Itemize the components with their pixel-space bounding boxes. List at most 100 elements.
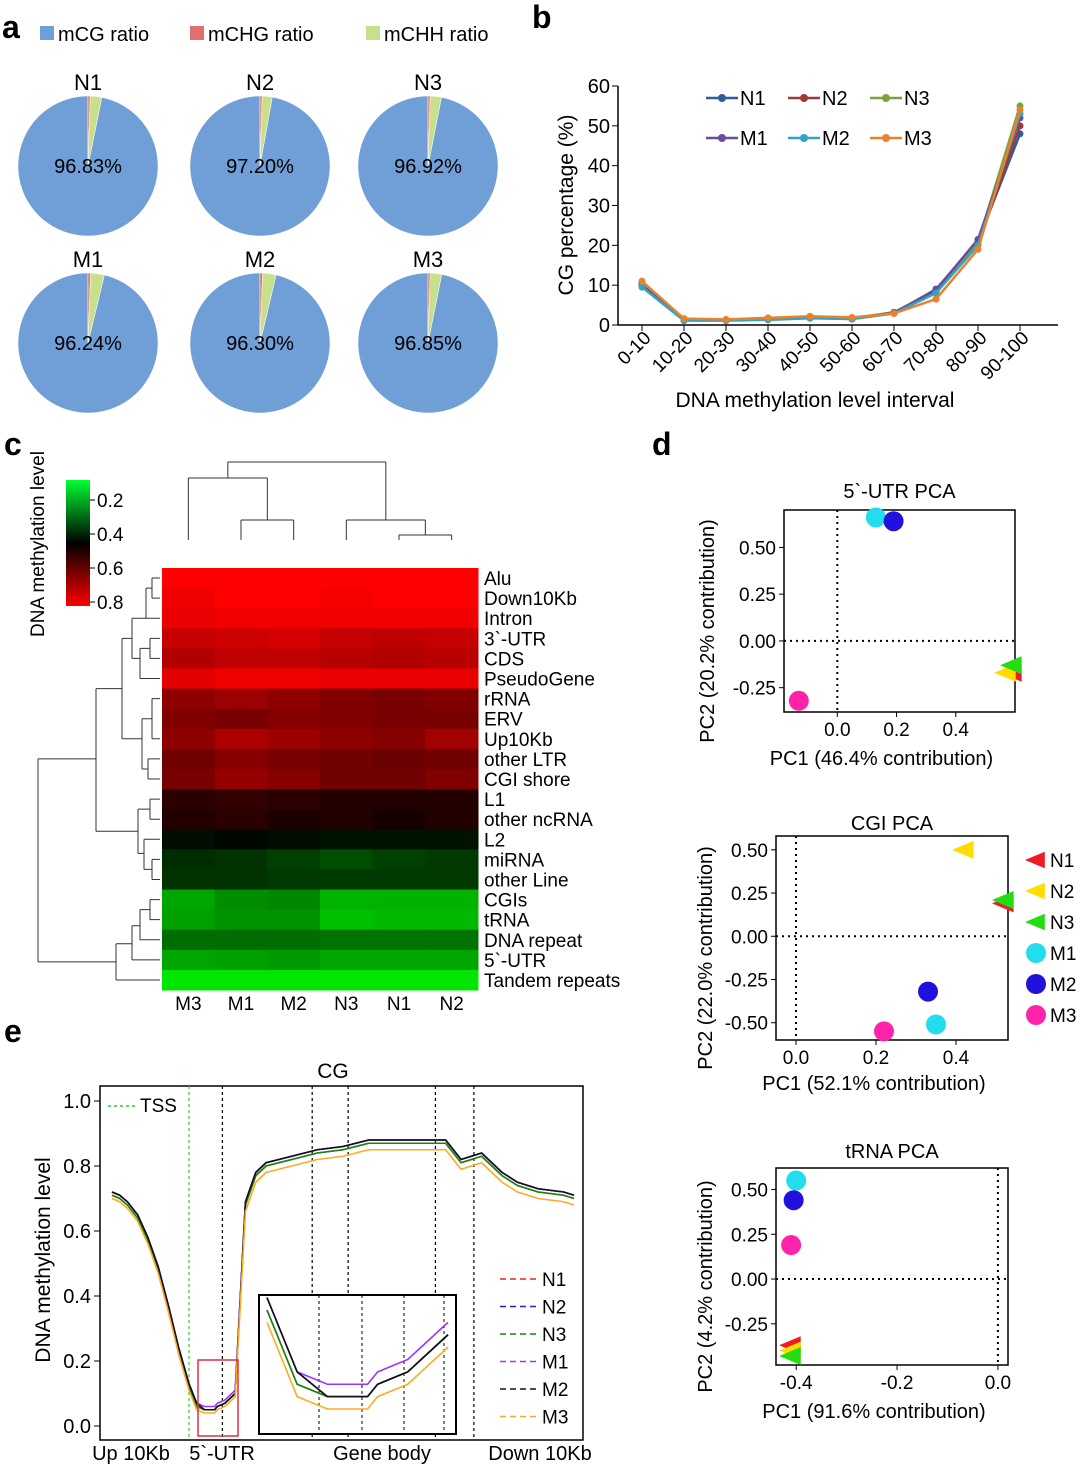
profile-y-tick-label: 0.4 <box>63 1286 91 1308</box>
pca-y-tick-label: 0.00 <box>731 1270 768 1291</box>
pie-slice <box>259 95 273 167</box>
heatmap-cell <box>267 648 321 669</box>
heatmap-cell <box>214 748 268 770</box>
pie-slice <box>427 95 442 167</box>
heatmap-cell <box>425 869 479 891</box>
legend-label-M3: M3 <box>904 128 932 150</box>
pca-legend-label-M3: M3 <box>1050 1006 1076 1027</box>
pie-legend-label: mCHG ratio <box>208 24 314 46</box>
heatmap-cell <box>162 768 216 790</box>
heatmap-cell <box>162 708 216 730</box>
heatmap-cell <box>372 809 426 830</box>
heatmap-cell <box>214 869 268 891</box>
y-tick-label: 20 <box>588 235 610 257</box>
pca-x-tick-label: 0.4 <box>943 1048 970 1069</box>
heatmap-cell <box>162 568 216 589</box>
legend-marker-M3 <box>882 134 890 142</box>
data-point-M3 <box>680 315 688 323</box>
profile-legend-label-M1: M1 <box>542 1353 568 1374</box>
heatmap-cell <box>372 969 426 991</box>
pca-x-axis-title: PC1 (91.6% contribution) <box>762 1401 985 1423</box>
heatmap-cell <box>425 949 479 971</box>
pie-value-label: 97.20% <box>226 156 294 178</box>
pie-slice <box>259 272 277 344</box>
pie-value-label: 96.92% <box>394 156 462 178</box>
row-dendrogram-branch <box>115 943 160 981</box>
profile-region-label: Gene body <box>333 1443 431 1465</box>
profile-series-M2 <box>111 1139 575 1411</box>
pca-y-axis-title: PC2 (20.2% contribution) <box>697 519 719 742</box>
column-label: M1 <box>228 994 254 1015</box>
heatmap-cell <box>267 969 321 991</box>
heatmap-cell <box>372 628 426 649</box>
heatmap-cell <box>162 608 216 629</box>
heatmap-cell <box>214 708 268 730</box>
row-label: 3`-UTR <box>484 629 546 650</box>
heatmap-cell <box>320 869 374 891</box>
heatmap-cell <box>372 648 426 669</box>
pca-point-M2 <box>783 1190 804 1211</box>
pie-slice <box>87 95 103 167</box>
heatmap-cell <box>425 688 479 710</box>
pca-legend-label-N2: N2 <box>1050 882 1074 903</box>
heatmap-cell <box>267 909 321 931</box>
heatmap-cell <box>214 809 268 830</box>
x-axis-title: DNA methylation level interval <box>676 389 955 412</box>
pie-slice <box>87 272 105 344</box>
row-dendrogram-branch <box>37 758 116 963</box>
heatmap-cell <box>162 728 216 750</box>
x-tick-label: 20-30 <box>690 328 739 377</box>
pie-legend-label: mCHH ratio <box>384 24 488 46</box>
pie-value-label: 96.24% <box>54 333 122 355</box>
heatmap-cell <box>214 728 268 750</box>
heatmap-cell <box>425 748 479 770</box>
pca-point-N2 <box>952 840 974 859</box>
heatmap-cell <box>372 588 426 609</box>
pca-x-tick-label: -0.4 <box>780 1373 813 1394</box>
column-label: M3 <box>175 994 201 1015</box>
profile-region-label: Down 10Kb <box>488 1443 591 1465</box>
data-point-M3 <box>974 245 982 253</box>
heatmap-cell <box>267 708 321 730</box>
data-point-M3 <box>1016 106 1024 114</box>
pca-title: tRNA PCA <box>845 1141 939 1163</box>
heatmap-cell <box>372 849 426 870</box>
pca-point-M3 <box>874 1021 894 1042</box>
legend-marker-N3 <box>882 94 890 102</box>
pca-y-tick-label: -0.50 <box>725 1014 768 1035</box>
heatmap-cell <box>320 809 374 830</box>
heatmap-cell <box>372 608 426 629</box>
row-dendrogram-branch <box>143 838 160 870</box>
row-label: Tandem repeats <box>484 971 620 992</box>
heatmap-cell <box>267 768 321 790</box>
heatmap-cell <box>162 909 216 931</box>
heatmap-cell <box>372 929 426 951</box>
column-label: N3 <box>334 994 358 1015</box>
pca-y-tick-label: 0.00 <box>739 632 776 653</box>
panel-d-pca-plots: 5`-UTR PCA PC1 (46.4% contribution) PC2 (2… <box>695 481 1076 1423</box>
pie-value-label: 96.85% <box>394 333 462 355</box>
column-dendrogram-branch <box>398 534 453 540</box>
pie-title: N1 <box>74 70 102 95</box>
heatmap-cell <box>214 768 268 790</box>
heatmap-cell <box>214 789 268 810</box>
row-label: other Line <box>484 870 569 891</box>
row-label: other LTR <box>484 750 567 771</box>
row-label: Alu <box>484 569 511 590</box>
heatmap-cell <box>425 628 479 649</box>
pca-plot-frame <box>783 509 1016 713</box>
row-dendrogram-branch <box>151 858 160 880</box>
legend-tick-label: 0.2 <box>97 491 123 512</box>
profile-y-axis-title: DNA methylation level <box>32 1157 55 1362</box>
heatmap-cell <box>162 688 216 710</box>
data-point-M3 <box>890 309 898 317</box>
legend-color-bar <box>66 480 90 606</box>
heatmap-cell <box>162 969 216 991</box>
panel-e-profile-chart: CG 0.0 0.2 0.4 0.6 0.8 1.0 DNA methylation leve… <box>32 1060 592 1465</box>
row-dendrogram-branch <box>131 925 160 961</box>
heatmap-cell <box>425 708 479 730</box>
heatmap-cell <box>162 869 216 891</box>
column-label: M2 <box>280 994 306 1015</box>
row-label: PseudoGene <box>484 670 595 691</box>
heatmap-cell <box>214 969 268 991</box>
